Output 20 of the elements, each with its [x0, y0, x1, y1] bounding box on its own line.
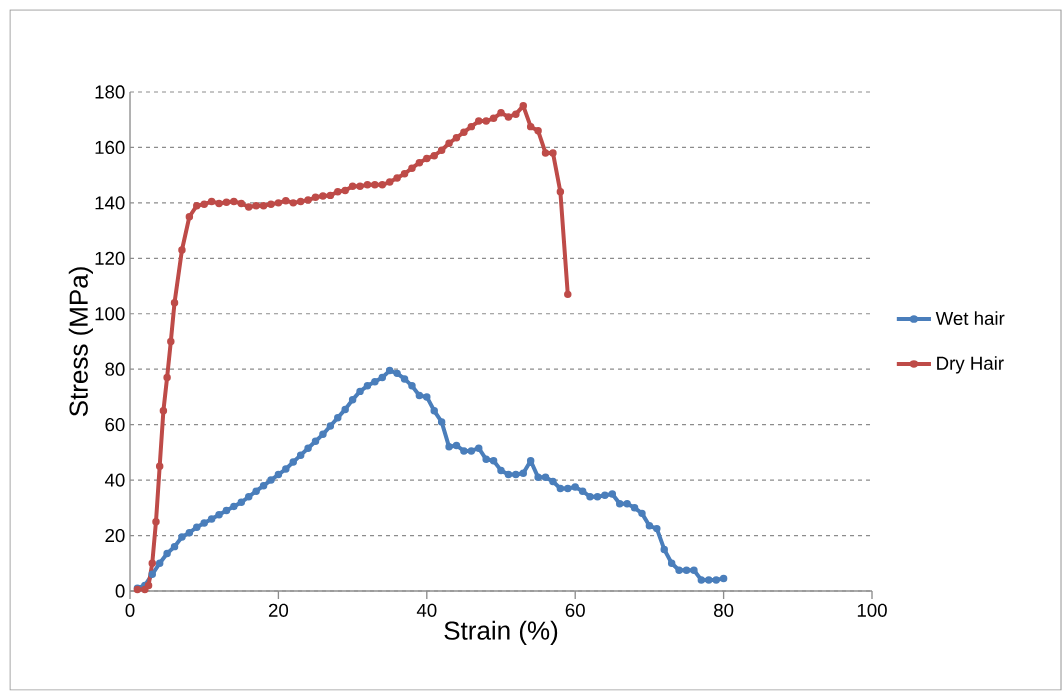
y-axis-title: Stress (MPa) [68, 267, 93, 417]
y-tick-label: 140 [95, 196, 125, 210]
y-tick-label: 120 [95, 251, 125, 265]
legend-label: Dry Hair [937, 356, 1004, 374]
x-tick-label: 0 [125, 603, 135, 617]
x-tick-label: 40 [416, 603, 437, 617]
x-tick-label: 100 [857, 603, 887, 617]
y-tick-label: 80 [105, 362, 125, 376]
legend-label: Wet hair [935, 311, 1005, 326]
y-tick-label: 20 [105, 528, 125, 543]
y-tick-label: 40 [104, 473, 125, 487]
y-tick-label: 160 [95, 140, 125, 155]
y-tick-label: 180 [95, 85, 125, 99]
y-tick-label: 0 [115, 584, 125, 598]
x-tick-label: 20 [268, 603, 289, 617]
y-tick-label: 100 [95, 307, 125, 321]
x-tick-label: 80 [714, 603, 734, 617]
y-tick-label: 60 [105, 418, 125, 432]
x-axis-title: Strain (%) [444, 620, 558, 645]
x-tick-label: 60 [565, 603, 585, 617]
